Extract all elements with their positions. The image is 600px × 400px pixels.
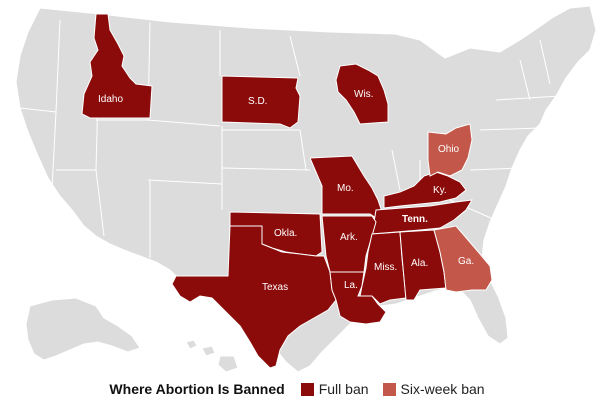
state-kentucky (383, 171, 467, 209)
legend-swatch-full-ban (300, 382, 314, 396)
hawaii-island-3 (217, 355, 239, 373)
label-alabama: Ala. (411, 258, 428, 269)
hawaii-island-2 (201, 345, 216, 357)
legend-label-six-week-ban: Six-week ban (400, 381, 485, 397)
state-wisconsin (335, 63, 389, 125)
state-arkansas (321, 215, 377, 273)
label-louisiana: La. (344, 280, 358, 291)
hawaii-island-1 (185, 339, 198, 350)
alaska (25, 297, 141, 361)
label-wisconsin: Wis. (354, 89, 373, 100)
label-missouri: Mo. (337, 183, 354, 194)
label-south-dakota: S.D. (248, 96, 267, 107)
label-idaho: Idaho (98, 94, 123, 105)
us-map-svg: Idaho S.D. Wis. Mo. Ky. Tenn. Okla. Ark.… (15, 5, 597, 373)
highlighted-states (81, 13, 493, 369)
label-mississippi: Miss. (374, 262, 397, 273)
legend: Where Abortion Is Banned Full ban Six-we… (0, 378, 600, 400)
state-texas (171, 225, 337, 369)
legend-item-full-ban: Full ban (300, 381, 369, 397)
state-missouri (309, 155, 383, 219)
state-ohio (427, 123, 473, 177)
label-ohio: Ohio (438, 144, 460, 155)
label-texas: Texas (262, 282, 288, 293)
state-border-lines (19, 13, 561, 283)
label-georgia: Ga. (458, 256, 474, 267)
label-oklahoma: Okla. (274, 228, 297, 239)
legend-title: Where Abortion Is Banned (109, 381, 285, 397)
state-labels: Idaho S.D. Wis. Mo. Ky. Tenn. Okla. Ark.… (98, 89, 474, 293)
legend-item-six-week-ban: Six-week ban (382, 381, 485, 397)
state-georgia (433, 225, 493, 293)
label-arkansas: Ark. (340, 232, 358, 243)
legend-label-full-ban: Full ban (318, 381, 369, 397)
label-tennessee: Tenn. (402, 214, 428, 225)
state-south-dakota (221, 75, 301, 129)
state-idaho (81, 13, 153, 119)
legend-swatch-six-week-ban (382, 382, 396, 396)
label-kentucky: Ky. (433, 185, 447, 196)
